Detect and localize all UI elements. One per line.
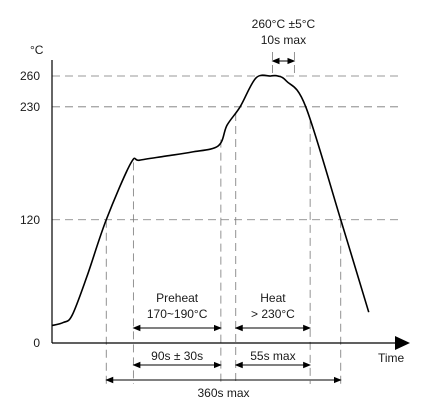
peak-time-label: 10s max: [261, 33, 306, 47]
y-tick-label-0: 0: [33, 336, 40, 350]
y-tick-label-260: 260: [20, 69, 40, 83]
dimension-arrows: [105, 57, 342, 384]
y-axis-unit: °C: [30, 43, 44, 57]
grid: [52, 75, 402, 221]
axes: [51, 60, 410, 350]
y-tick-label-230: 230: [20, 100, 40, 114]
x-axis-label: Time: [378, 351, 405, 365]
heat-title-label: Heat: [260, 291, 286, 305]
heat-range-label: > 230°C: [251, 307, 295, 321]
annotations: 260°C ±5°C 10s max Preheat 170~190°C Hea…: [147, 17, 316, 400]
x-axis-arrow-icon: [395, 336, 410, 350]
y-tick-label-120: 120: [20, 213, 40, 227]
preheat-range-label: 170~190°C: [147, 307, 208, 321]
preheat-time-label: 90s ± 30s: [151, 349, 203, 363]
peak-temp-label: 260°C ±5°C: [252, 17, 316, 31]
heat-time-label: 55s max: [250, 349, 295, 363]
preheat-title-label: Preheat: [156, 291, 199, 305]
vertical-guides: [105, 52, 342, 384]
profile-curve: [51, 74, 370, 327]
y-tick-labels: 0 120 230 260: [20, 69, 40, 350]
total-time-label: 360s max: [197, 386, 249, 400]
